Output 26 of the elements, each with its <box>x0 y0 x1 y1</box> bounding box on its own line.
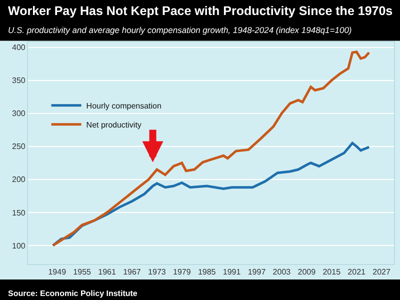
x-tick-label: 1955 <box>73 268 92 277</box>
y-tick-label: 100 <box>12 241 26 250</box>
y-tick-label: 200 <box>12 175 26 184</box>
y-tick-label: 400 <box>12 43 26 52</box>
source-note: Source: Economic Policy Institute <box>8 289 138 298</box>
x-tick-label: 1961 <box>98 268 116 277</box>
y-tick-label: 300 <box>12 109 26 118</box>
chart-title: Worker Pay Has Not Kept Pace with Productivity Since the 1970s <box>8 4 393 18</box>
legend-label: Net productivity <box>86 120 142 130</box>
chart-subtitle: U.S. productivity and average hourly compensation growth, 1948-2024 (index 1948q1=100) <box>8 25 352 35</box>
x-tick-label: 1967 <box>123 268 142 277</box>
x-tick-label: 1997 <box>248 268 266 277</box>
x-tick-label: 2015 <box>322 268 342 277</box>
x-tick-label: 1985 <box>198 268 216 277</box>
y-tick-label: 150 <box>12 208 26 218</box>
x-tick-label: 1979 <box>172 268 192 277</box>
x-tick-label: 2021 <box>348 268 366 277</box>
legend-label: Hourly compensation <box>86 101 162 110</box>
x-tick-label: 1991 <box>222 268 242 277</box>
x-tick-label: 2027 <box>372 268 391 277</box>
x-tick-label: 2003 <box>272 268 292 277</box>
x-tick-label: 1973 <box>148 268 166 277</box>
x-tick-label: 2009 <box>298 268 316 277</box>
x-tick-label: 1949 <box>48 268 67 277</box>
y-tick-label: 350 <box>12 76 26 86</box>
y-tick-label: 250 <box>12 142 26 152</box>
